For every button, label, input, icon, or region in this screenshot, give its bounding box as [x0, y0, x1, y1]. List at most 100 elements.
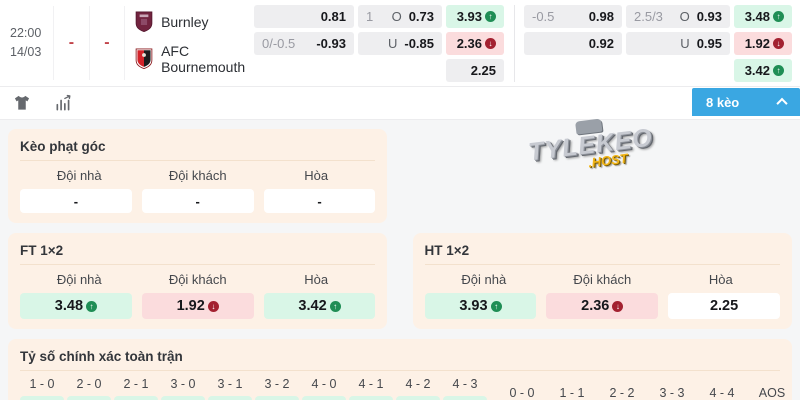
- away-header: Đội khách: [168, 168, 227, 183]
- burnley-crest-icon: [135, 11, 153, 33]
- correct-score-title: Tỷ số chính xác toàn trận: [20, 346, 780, 371]
- score-odd-cell[interactable]: 11↑: [20, 396, 64, 400]
- jersey-icon[interactable]: [12, 93, 32, 113]
- score-label: 4 - 4: [709, 386, 735, 400]
- under-label: U: [387, 35, 398, 51]
- x12-odd-cell[interactable]: 2.36 ↓: [446, 31, 504, 55]
- ht-home-odd[interactable]: 3.93 ↑: [424, 293, 537, 319]
- draw-header: Hòa: [708, 272, 733, 287]
- trend-up-icon: ↑: [86, 300, 98, 312]
- away-team[interactable]: AFC Bournemouth: [135, 43, 254, 75]
- ht-draw-odd[interactable]: 2.25: [668, 293, 780, 319]
- match-row: 22:00 14/03 - - Burnley AF: [0, 0, 800, 87]
- score-column: 4 - 3 219↑ 134: [443, 375, 487, 400]
- home-header: Đội nhà: [56, 168, 102, 183]
- corner-count-away: -: [88, 6, 124, 80]
- corner-away-odd[interactable]: -: [141, 189, 254, 213]
- score-column: 3 - 2 35↑ 21: [255, 375, 299, 400]
- trend-down-icon: ↓: [773, 37, 784, 49]
- hdp-odd-cell[interactable]: 0.92: [524, 31, 622, 55]
- score-column: 4 - 0 209↑ 49↓: [302, 375, 346, 400]
- corner-row: Kèo phạt góc Đội nhà Đội khách Hòa - - -: [8, 129, 792, 223]
- odd-value: 0.73: [408, 8, 434, 24]
- corner-section-title: Kèo phạt góc: [20, 136, 376, 161]
- score-odd-cell[interactable]: 209↑: [302, 396, 346, 400]
- teams-column: Burnley AFC Bournemouth: [124, 6, 254, 80]
- x12-odd-cell[interactable]: 2.25: [446, 58, 504, 82]
- score-column: 2 - 1 11↑ 6.9↓: [114, 375, 158, 400]
- odd-value: 2.36: [456, 35, 482, 51]
- score-column: 3 - 1 31↑ 14↓: [208, 375, 252, 400]
- trend-down-icon: ↓: [612, 300, 624, 312]
- score-column: 0 - 0 12↑: [499, 384, 545, 400]
- score-column: 3 - 0 59↑ 18.5↓: [161, 375, 205, 400]
- score-label: 2 - 1: [123, 377, 149, 391]
- odds-count-badge[interactable]: 8 kèo: [692, 88, 800, 116]
- kickoff-time: 22:00: [10, 25, 42, 40]
- score-label: 4 - 2: [405, 377, 431, 391]
- odd-value: -0.85: [404, 35, 434, 51]
- odd-value: 0.98: [588, 8, 614, 24]
- ft-1x2-section: FT 1×2 Đội nhà Đội khách Hòa 3.48 ↑ 1.92…: [8, 233, 388, 329]
- match-time: 22:00 14/03: [6, 6, 53, 80]
- stats-chart-icon[interactable]: [54, 93, 74, 113]
- x12-odd-cell[interactable]: 3.93 ↑: [446, 4, 504, 28]
- odd-value: 2.25: [470, 62, 496, 78]
- over-label: O: [679, 8, 690, 24]
- ft-headers: Đội nhà Đội khách Hòa: [20, 272, 375, 287]
- score-column: AOS 24: [749, 384, 795, 400]
- ht-away-odd[interactable]: 2.36 ↓: [546, 293, 659, 319]
- score-odd-cell[interactable]: 31↑: [208, 396, 252, 400]
- hdp-odd-cell[interactable]: 0.81: [254, 4, 354, 28]
- odd-value: 3.42: [298, 298, 327, 314]
- odd-value: -0.93: [316, 35, 346, 51]
- draw-header: Hòa: [304, 272, 329, 287]
- ou-odd-cell[interactable]: U 0.95: [626, 31, 730, 55]
- trend-up-icon: ↑: [773, 64, 784, 76]
- trend-down-icon: ↓: [207, 300, 219, 312]
- score-label: 0 - 0: [509, 386, 535, 400]
- ft-away-odd[interactable]: 1.92 ↓: [141, 293, 254, 319]
- odd-value: 0.93: [696, 8, 722, 24]
- odd-value: 0.92: [588, 35, 614, 51]
- score-column: 3 - 3 59: [649, 384, 695, 400]
- score-odd-cell[interactable]: 129↑: [396, 396, 440, 400]
- hdp-line: 0/-0.5: [262, 35, 296, 51]
- corner-home-odd[interactable]: -: [20, 189, 132, 213]
- ft-home-odd[interactable]: 3.48 ↑: [20, 293, 132, 319]
- toolbar: 8 kèo: [0, 87, 800, 120]
- score-label: 3 - 2: [264, 377, 290, 391]
- ft-draw-odd[interactable]: 3.42 ↑: [263, 293, 376, 319]
- hdp-odd-cell[interactable]: 0/-0.5 -0.93: [254, 31, 354, 55]
- draw-header: Hòa: [304, 168, 329, 183]
- score-odd-cell[interactable]: 119↑: [349, 396, 393, 400]
- odd-value: 2.25: [709, 298, 739, 314]
- score-odd-cell[interactable]: 219↑: [443, 396, 487, 400]
- bet-sections: Kèo phạt góc Đội nhà Đội khách Hòa - - -…: [0, 120, 800, 400]
- ou-odd-cell[interactable]: 1 O 0.73: [358, 4, 442, 28]
- away-header: Đội khách: [168, 272, 227, 287]
- x12-odd-cell[interactable]: 1.92 ↓: [734, 31, 792, 55]
- home-team[interactable]: Burnley: [135, 11, 254, 33]
- score-odd-cell[interactable]: 11↑: [114, 396, 158, 400]
- score-column: 4 - 2 129↑ 59↓: [396, 375, 440, 400]
- score-odd-cell[interactable]: 59↑: [161, 396, 205, 400]
- hdp-line: -0.5: [532, 8, 555, 24]
- score-label: 1 - 1: [559, 386, 585, 400]
- corner-draw-odd[interactable]: -: [263, 189, 376, 213]
- odds-group-divider: [513, 4, 515, 82]
- odd-value: 3.42: [744, 62, 770, 78]
- score-main-grid: 1 - 0 11↑ 7.2 2 - 0 20↑ 9.5↓ 2 - 1 11↑ 6…: [20, 375, 487, 400]
- hdp-odd-cell[interactable]: -0.5 0.98: [524, 4, 622, 28]
- x12-row: FT 1×2 Đội nhà Đội khách Hòa 3.48 ↑ 1.92…: [8, 233, 792, 329]
- home-header: Đội nhà: [56, 272, 102, 287]
- score-odd-cell[interactable]: 20↑: [67, 396, 111, 400]
- ou-odd-cell[interactable]: U -0.85: [358, 31, 442, 55]
- score-label: 1 - 0: [29, 377, 55, 391]
- score-odd-cell[interactable]: 35↑: [255, 396, 299, 400]
- x12-odd-cell[interactable]: 3.42 ↑: [734, 58, 792, 82]
- ou-odd-cell[interactable]: 2.5/3 O 0.93: [626, 4, 730, 28]
- x12-odd-cell[interactable]: 3.48 ↑: [734, 4, 792, 28]
- trend-up-icon: ↑: [485, 10, 496, 22]
